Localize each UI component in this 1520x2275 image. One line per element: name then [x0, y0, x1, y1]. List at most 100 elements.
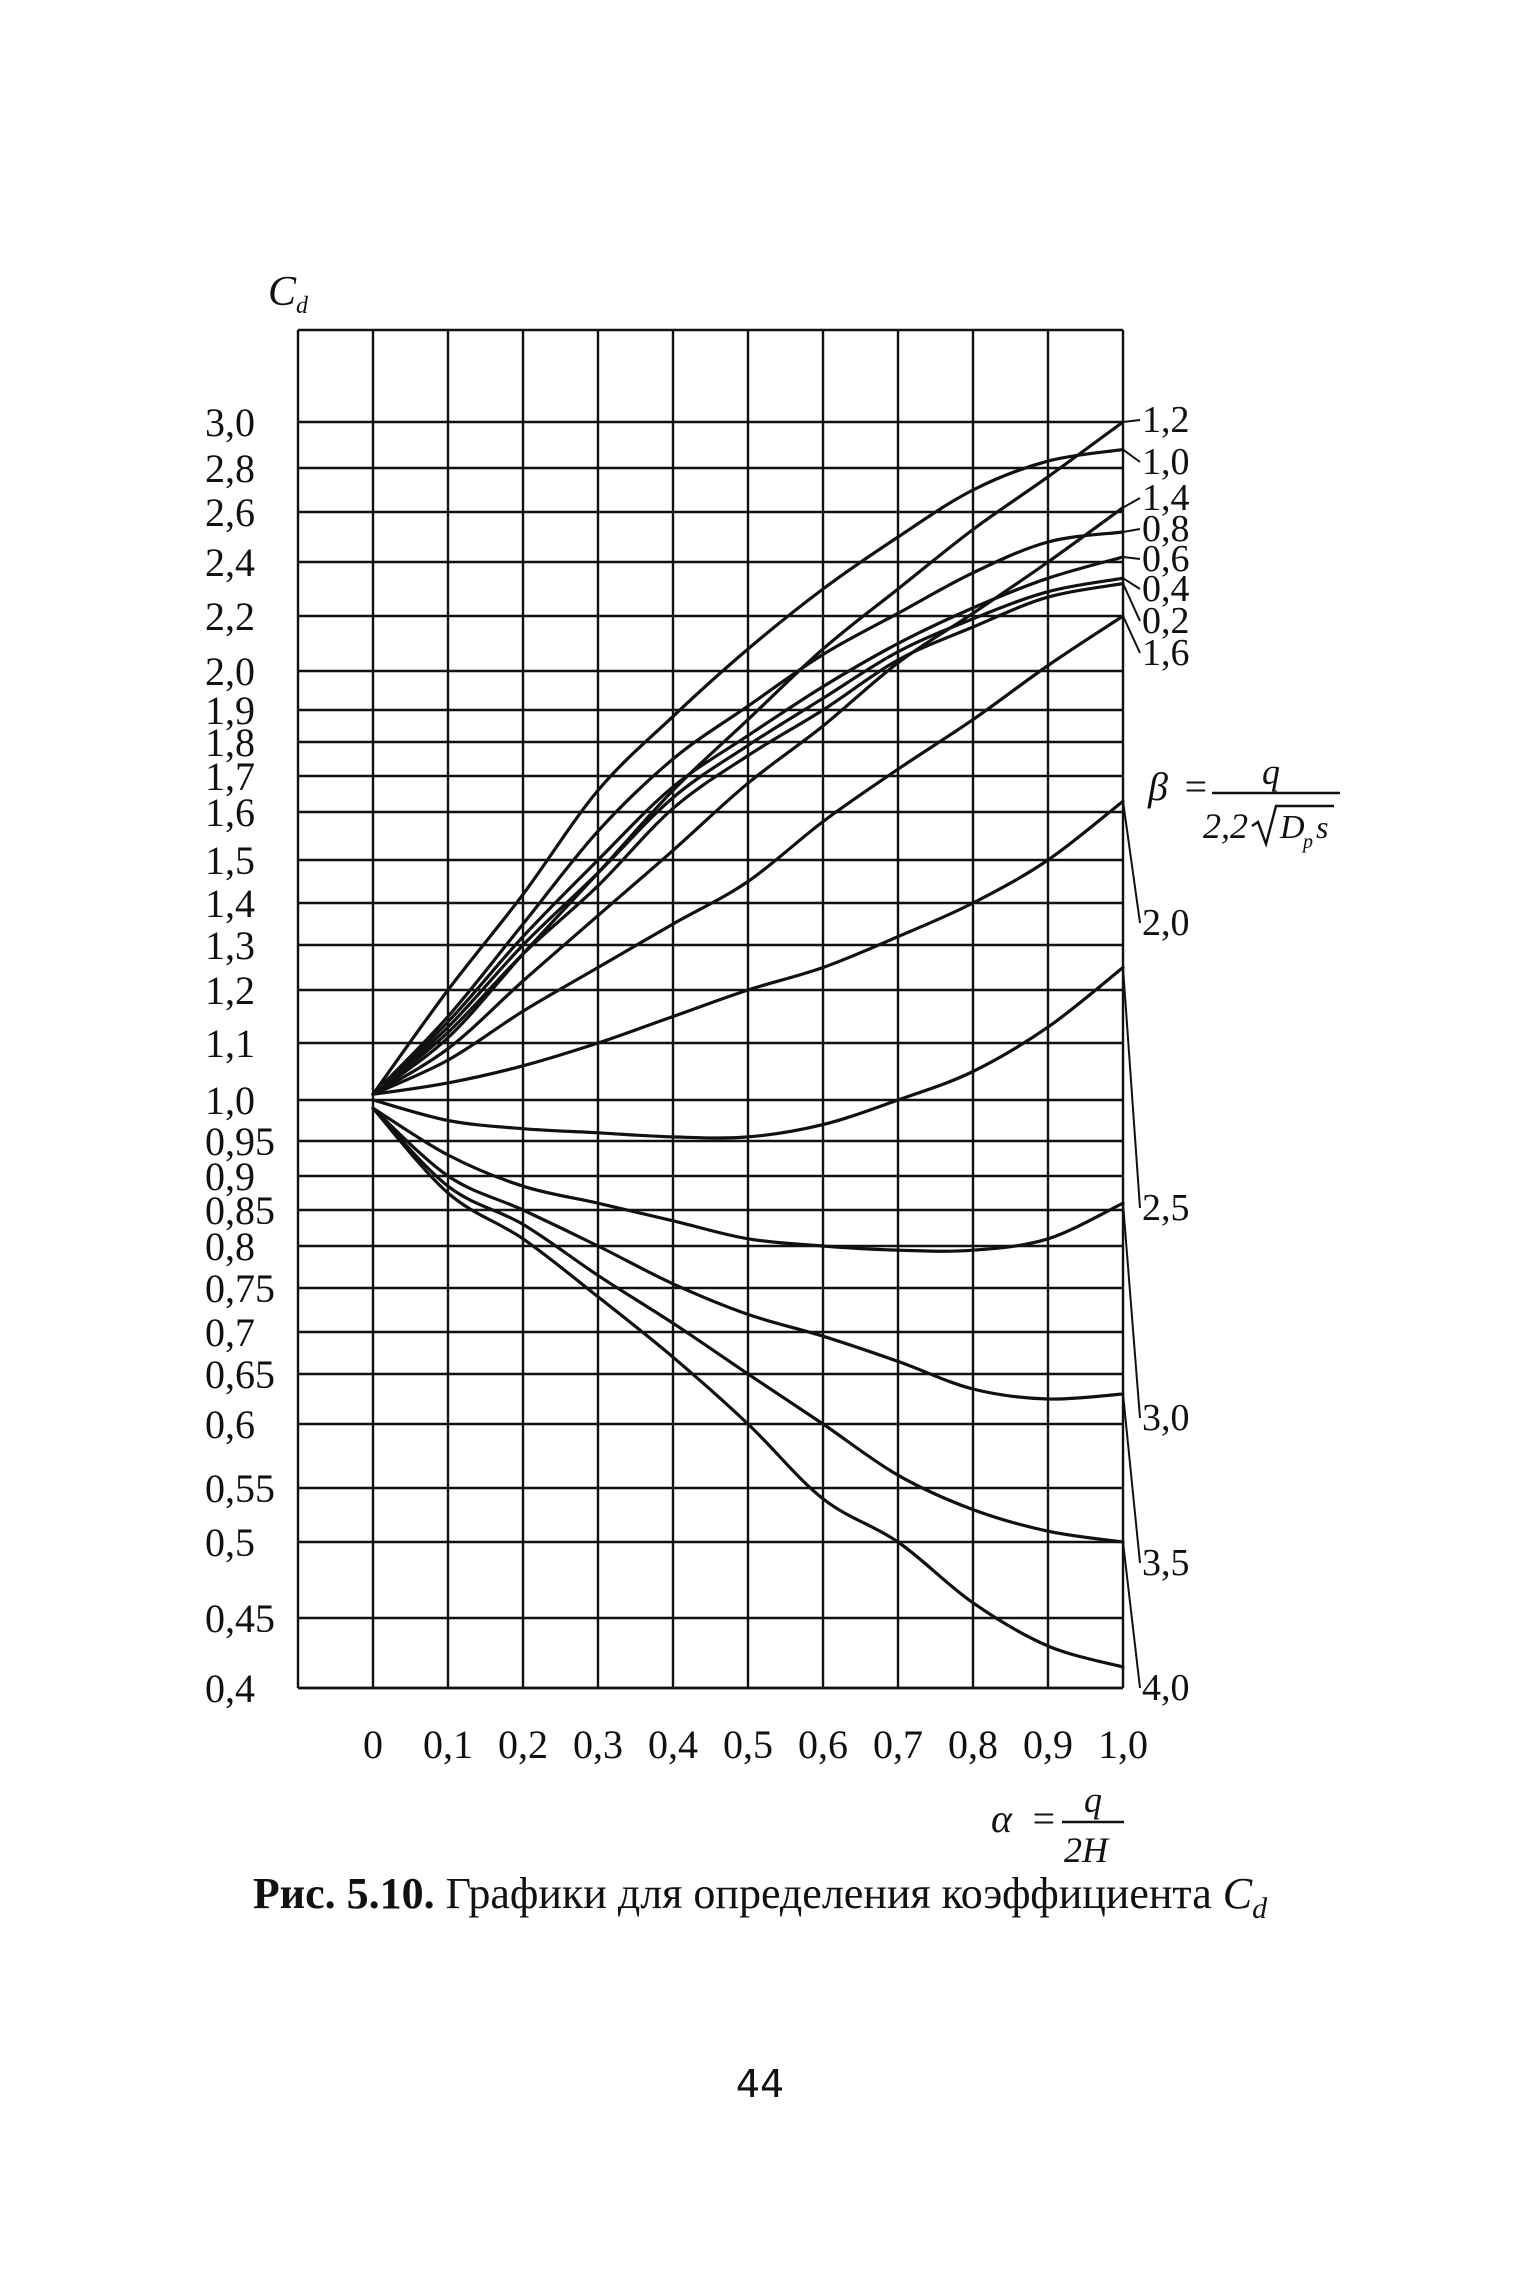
beta-den-sub: p	[1301, 831, 1313, 853]
caption-symbol-sub: d	[1252, 1891, 1268, 1925]
y-tick-label: 0,45	[205, 1596, 275, 1641]
series-line	[371, 965, 1125, 1140]
y-tick-label: 0,6	[205, 1402, 255, 1447]
series-label-leader	[1122, 528, 1141, 533]
series-label: 3,0	[1142, 1397, 1190, 1439]
y-tick-label: 0,5	[205, 1520, 255, 1565]
series-label-leader	[1122, 577, 1141, 590]
x-tick-label: 0,2	[498, 1722, 548, 1767]
series-line	[371, 1106, 1125, 1253]
series-label: 1,6	[1142, 632, 1190, 674]
series-label-leader	[1122, 497, 1141, 509]
series-label-leader	[1122, 1541, 1141, 1689]
y-axis-label: Cd	[268, 269, 309, 319]
alpha-equals: =	[1030, 1796, 1057, 1841]
x-tick-label: 0,4	[648, 1722, 698, 1767]
y-tick-label: 2,6	[205, 490, 255, 535]
series-label: 1,2	[1142, 399, 1190, 441]
series-label-leader	[1122, 801, 1141, 924]
y-tick-label: 2,0	[205, 649, 255, 694]
series-line	[371, 1106, 1125, 1544]
series-line	[371, 448, 1125, 1096]
series-line	[371, 555, 1125, 1096]
series-label: 3,5	[1142, 1542, 1190, 1584]
series-label-leader	[1122, 583, 1141, 622]
x-tick-label: 0,7	[873, 1722, 923, 1767]
series-label-leader	[1122, 1393, 1141, 1564]
y-tick-label: 1,0	[205, 1078, 255, 1123]
series-label: 1,4	[1142, 477, 1190, 519]
series-label-leader	[1122, 419, 1141, 423]
beta-formula: β = q 2,2 D p s	[1147, 752, 1340, 853]
series-label-leader	[1122, 615, 1141, 654]
x-tick-label: 0,9	[1023, 1722, 1073, 1767]
y-tick-label: 0,75	[205, 1266, 275, 1311]
x-tick-label: 0,3	[573, 1722, 623, 1767]
series-label: 1,0	[1142, 441, 1190, 483]
y-tick-label: 1,9	[205, 688, 255, 733]
y-axis-tick-labels: 3,02,82,62,42,22,01,91,81,71,61,51,41,31…	[205, 400, 275, 1711]
series-labels: 1,21,01,40,80,60,40,21,6 2,0 2,5 3,0 3,5 4,0	[1122, 399, 1190, 1709]
series-line	[371, 420, 1125, 1096]
y-tick-label: 0,85	[205, 1188, 275, 1233]
y-tick-label: 1,2	[205, 968, 255, 1013]
y-tick-label: 3,0	[205, 400, 255, 445]
x-tick-label: 0,6	[798, 1722, 848, 1767]
series-line	[371, 1106, 1125, 1401]
y-tick-label: 2,8	[205, 446, 255, 491]
chart-grid	[296, 328, 1125, 1690]
alpha-denominator: 2H	[1064, 1830, 1110, 1870]
y-tick-label: 0,95	[205, 1119, 275, 1164]
series-label-leader	[1122, 1203, 1141, 1419]
series-label: 2,0	[1142, 902, 1190, 944]
y-tick-label: 1,3	[205, 923, 255, 968]
series-label: 0,8	[1142, 508, 1190, 550]
series-line	[371, 582, 1125, 1096]
series-line	[371, 799, 1125, 1096]
series-label: 0,4	[1142, 568, 1190, 610]
y-tick-label: 0,7	[205, 1310, 255, 1355]
y-tick-label: 0,55	[205, 1466, 275, 1511]
y-tick-label: 1,4	[205, 881, 255, 926]
y-tick-label: 2,4	[205, 540, 255, 585]
x-tick-label: 0,8	[948, 1722, 998, 1767]
beta-den-coef: 2,2	[1203, 806, 1248, 846]
y-tick-label: 2,2	[205, 594, 255, 639]
page-number: 44	[735, 2062, 785, 2106]
x-tick-label: 1,0	[1098, 1722, 1148, 1767]
y-tick-label: 0,65	[205, 1352, 275, 1397]
alpha-numerator: q	[1084, 1780, 1102, 1820]
series-line	[371, 1106, 1125, 1669]
beta-symbol: β	[1147, 764, 1168, 809]
caption-text: Графики для определения коэффициента	[434, 1869, 1223, 1918]
beta-equals: =	[1182, 764, 1209, 809]
series-label: 4,0	[1142, 1667, 1190, 1709]
chart-series	[371, 420, 1125, 1669]
series-line	[371, 530, 1125, 1096]
series-label-leader	[1122, 448, 1141, 463]
alpha-symbol: α	[991, 1796, 1013, 1841]
x-tick-label: 0,1	[423, 1722, 473, 1767]
y-tick-label: 1,7	[205, 754, 255, 799]
beta-den-radicand: D	[1279, 809, 1305, 846]
x-axis-formula: α = q 2H	[991, 1780, 1124, 1870]
sqrt-sign-icon	[1251, 804, 1334, 849]
x-tick-label: 0	[363, 1722, 383, 1767]
y-tick-label: 0,8	[205, 1224, 255, 1269]
series-label: 2,5	[1142, 1187, 1190, 1229]
y-tick-label: 1,6	[205, 790, 255, 835]
beta-numerator: q	[1262, 752, 1280, 792]
series-line	[371, 576, 1125, 1096]
series-label-leader	[1122, 967, 1141, 1209]
y-tick-label: 0,4	[205, 1666, 255, 1711]
series-label: 0,6	[1142, 538, 1190, 580]
x-axis-tick-labels: 0 0,1 0,2 0,3 0,4 0,5 0,6 0,7 0,8 0,9 1,0	[363, 1722, 1148, 1767]
caption-figure-number: Рис. 5.10.	[252, 1869, 435, 1918]
series-line	[371, 614, 1125, 1096]
figure-caption: Рис. 5.10. Графики для определения коэфф…	[0, 1868, 1520, 1926]
series-label-leader	[1122, 556, 1141, 560]
y-tick-label: 1,5	[205, 838, 255, 883]
x-tick-label: 0,5	[723, 1722, 773, 1767]
y-tick-label: 0,9	[205, 1154, 255, 1199]
